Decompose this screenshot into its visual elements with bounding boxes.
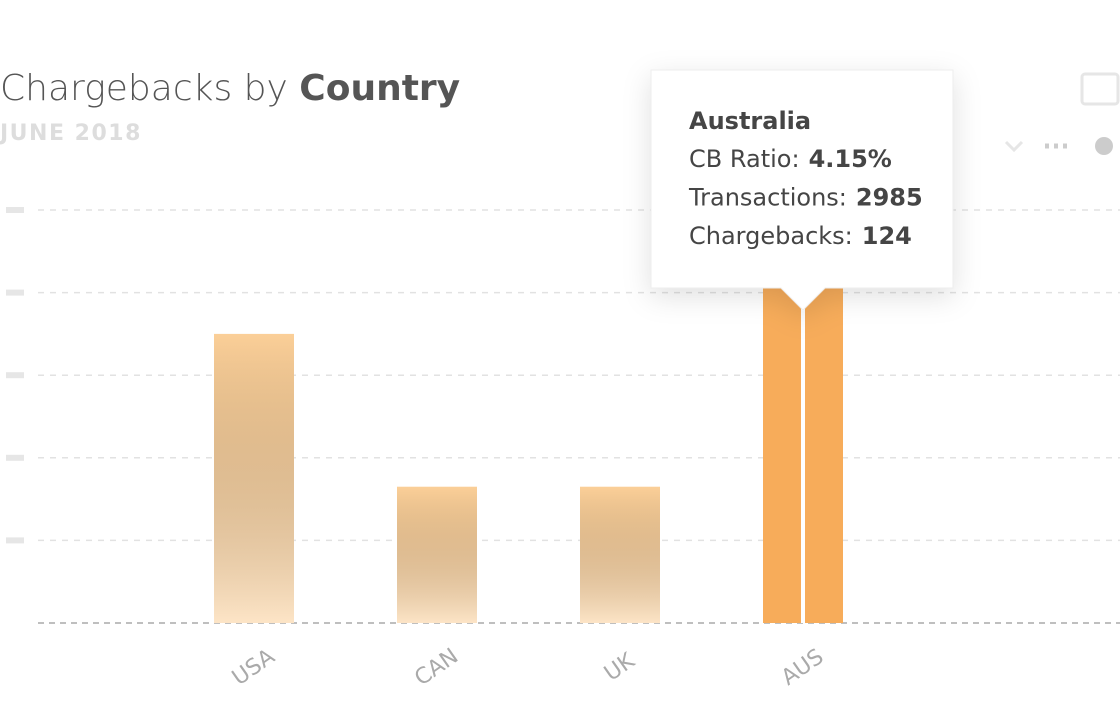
x-tick-label: AUS — [777, 644, 828, 690]
tooltip-label: Transactions: — [688, 184, 847, 212]
chart-subtitle: JUNE 2018 — [0, 121, 142, 146]
y-tick-placeholder — [6, 207, 24, 213]
tooltip-title: Australia — [689, 107, 811, 135]
tooltip-row: Transactions: 2985 — [688, 184, 923, 212]
x-tick-label: CAN — [410, 644, 463, 691]
calendar-icon[interactable] — [1080, 72, 1120, 106]
chart-title: Chargebacks by Country — [0, 68, 460, 109]
x-tick-label: UK — [600, 648, 640, 686]
bar-shade — [214, 333, 294, 623]
tooltip-label: CB Ratio: — [689, 145, 800, 173]
y-tick-placeholder — [6, 537, 24, 544]
x-tick-label: USA — [228, 644, 280, 691]
tooltip-value: 4.15% — [809, 145, 892, 173]
y-tick-placeholder — [6, 372, 24, 379]
tooltip: Australia CB Ratio: 4.15% Transactions: 2985… — [650, 69, 954, 311]
tooltip-label: Chargebacks: — [689, 222, 853, 250]
toolbar-icons — [1004, 72, 1120, 155]
bar-shade — [580, 486, 660, 623]
help-icon[interactable] — [1095, 137, 1113, 155]
y-tick-placeholder — [6, 289, 24, 296]
tooltip-box — [650, 69, 954, 311]
tooltip-row: CB Ratio: 4.15% — [689, 145, 892, 173]
tooltip-row: Chargebacks: 124 — [689, 222, 912, 250]
tooltip-value: 2985 — [856, 184, 923, 212]
bar-shade — [397, 486, 477, 623]
tooltip-value: 124 — [862, 222, 912, 250]
y-tick-placeholder — [6, 454, 24, 461]
chevron-icon[interactable] — [1004, 140, 1024, 153]
